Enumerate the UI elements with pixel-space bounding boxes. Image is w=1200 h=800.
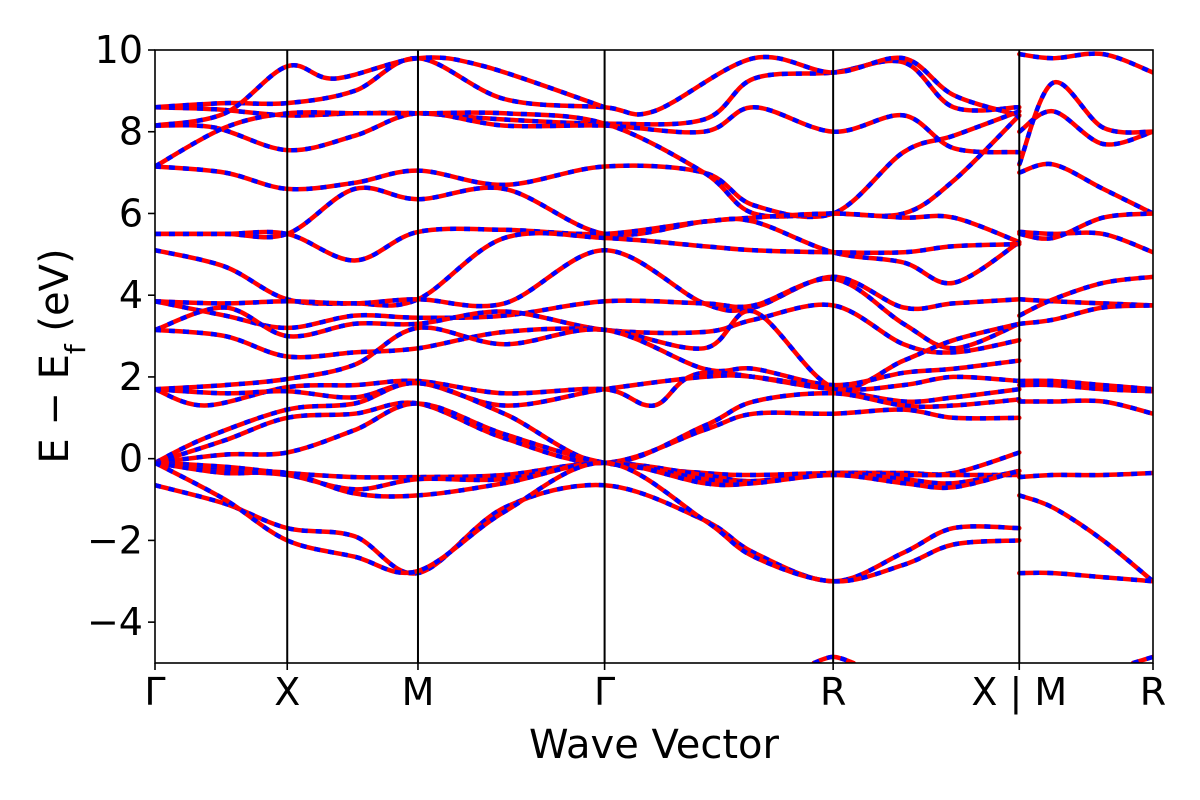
band-line-overlay-37	[1018, 493, 1153, 584]
band-line-overlay-39	[812, 654, 855, 663]
y-axis-title-unit: (eV)	[32, 248, 78, 344]
x-tick-label-2: M	[402, 670, 435, 714]
band-line-overlay-21	[155, 460, 1020, 499]
band-line-overlay-29	[1018, 211, 1153, 241]
y-tick-label-2: 0	[119, 437, 143, 481]
x-tick-label-1: X	[274, 670, 300, 714]
x-axis-title: Wave Vector	[529, 722, 780, 768]
high-symmetry-lines	[286, 50, 1021, 663]
y-axis-title-main: E − E	[32, 354, 78, 464]
band-line-overlay-6	[155, 185, 1021, 245]
y-tick-label-0: −4	[87, 600, 143, 644]
band-line-overlay-27	[1018, 161, 1153, 216]
band-line-overlay-33	[1019, 378, 1153, 392]
band-line-overlay-32	[1019, 303, 1153, 327]
band-line-overlay-3	[155, 55, 606, 128]
x-axis: Γ X M Γ R X | M R	[144, 663, 1166, 715]
x-tick-label-4: R	[820, 670, 846, 714]
x-tick-label-6: R	[1140, 670, 1166, 714]
band-line-overlay-26	[1017, 80, 1153, 166]
y-axis-title-sub: f	[59, 343, 92, 354]
band-line-overlay-24	[1018, 51, 1153, 75]
x-tick-label-5: X | M	[971, 670, 1067, 715]
y-tick-label-5: 6	[119, 191, 143, 235]
y-tick-label-6: 8	[119, 110, 143, 154]
y-tick-label-3: 2	[119, 355, 143, 399]
x-tick-label-3: Γ	[594, 670, 615, 714]
band-line-overlay-2	[155, 54, 1020, 118]
band-line-overlay-30	[1019, 297, 1153, 308]
band-line-overlay-4	[155, 109, 1021, 220]
y-axis-title: E − Ef (eV)	[32, 248, 92, 463]
band-line-overlay-22	[155, 482, 1020, 584]
band-line-overlay-15	[155, 373, 1020, 408]
band-line-overlay-1	[155, 104, 1020, 155]
band-line-overlay-28	[1019, 229, 1153, 255]
y-tick-label-7: 10	[95, 28, 143, 72]
band-line-overlay-34	[1019, 382, 1153, 394]
band-line-overlay-36	[1019, 470, 1153, 480]
x-tick-label-0: Γ	[144, 670, 165, 714]
y-tick-label-4: 4	[119, 273, 143, 317]
band-line-overlay-31	[1018, 274, 1153, 318]
plot-frame	[154, 49, 1154, 664]
y-axis: −4 −2 0 2 4 6 8 10	[87, 28, 155, 644]
band-line-overlay-12	[155, 308, 1020, 391]
band-line-overlay-35	[1019, 398, 1153, 416]
y-tick-label-1: −2	[87, 518, 143, 562]
band-line-overlay-38	[1019, 570, 1153, 584]
